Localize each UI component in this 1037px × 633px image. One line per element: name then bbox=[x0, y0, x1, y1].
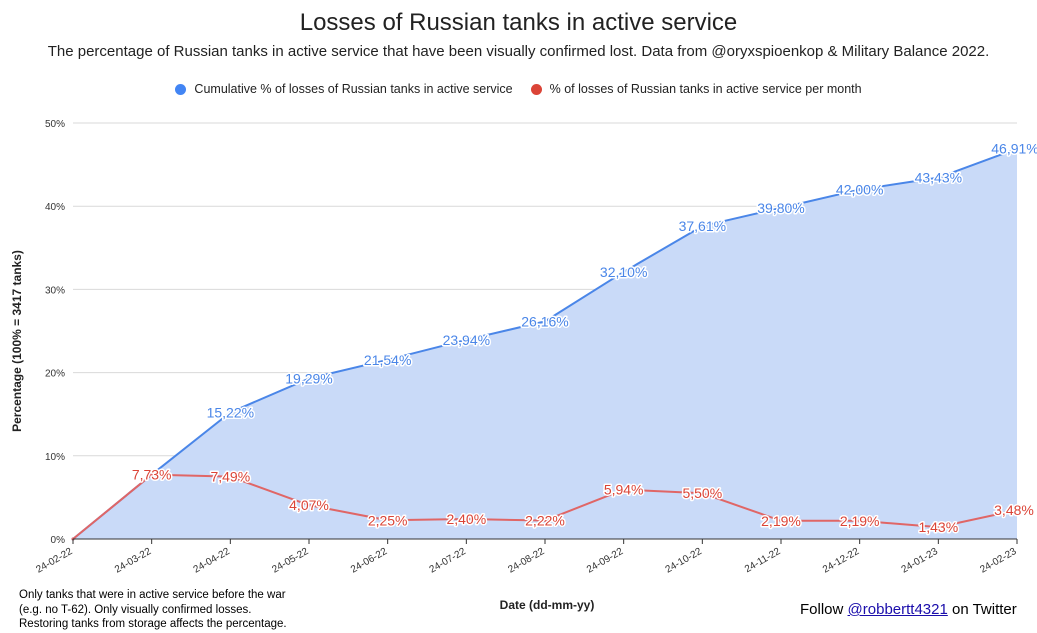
y-tick-label: 50% bbox=[45, 119, 65, 130]
cumulative-point bbox=[936, 176, 940, 180]
cumulative-area bbox=[73, 148, 1017, 539]
monthly-point bbox=[543, 519, 547, 523]
cumulative-data-label: 21,54% bbox=[364, 352, 411, 368]
footnote: Only tanks that were in active service b… bbox=[19, 588, 309, 632]
cumulative-data-label: 26,16% bbox=[521, 313, 568, 329]
cumulative-point bbox=[779, 206, 783, 210]
monthly-point bbox=[779, 519, 783, 523]
monthly-point bbox=[622, 488, 626, 492]
monthly-point bbox=[936, 525, 940, 529]
y-axis-title: Percentage (100% = 3417 tanks) bbox=[10, 250, 24, 432]
legend-marker-cumulative bbox=[175, 83, 187, 95]
cumulative-data-label: 19,29% bbox=[285, 371, 332, 387]
cumulative-point bbox=[543, 319, 547, 323]
y-tick-label: 0% bbox=[51, 535, 66, 546]
cumulative-point bbox=[700, 224, 704, 228]
x-tick-label: 24-07-22 bbox=[428, 546, 469, 576]
y-tick-label: 10% bbox=[45, 452, 65, 463]
x-axis-title: Date (dd-mm-yy) bbox=[500, 598, 595, 612]
chart-title: Losses of Russian tanks in active servic… bbox=[299, 9, 738, 36]
y-tick-label: 30% bbox=[45, 285, 65, 296]
monthly-point bbox=[700, 491, 704, 495]
x-tick-label: 24-10-22 bbox=[664, 546, 705, 576]
x-tick-label: 24-06-22 bbox=[349, 546, 390, 576]
monthly-data-label: 5,50% bbox=[682, 485, 722, 501]
follow-credit: Follow @robbertt4321 on Twitter bbox=[800, 601, 1017, 618]
monthly-data-label: 2,25% bbox=[368, 512, 408, 528]
monthly-data-label: 2,40% bbox=[446, 511, 486, 527]
cumulative-data-label: 43,43% bbox=[915, 170, 962, 186]
cumulative-point bbox=[386, 358, 390, 362]
x-tick-label: 24-02-23 bbox=[978, 546, 1019, 576]
monthly-point bbox=[228, 475, 232, 479]
x-tick-label: 24-01-23 bbox=[900, 546, 941, 576]
cumulative-point bbox=[1015, 147, 1019, 151]
monthly-data-label: 1,43% bbox=[918, 519, 958, 535]
follow-suffix: on Twitter bbox=[952, 601, 1017, 618]
monthly-point bbox=[386, 518, 390, 522]
legend-item-cumulative[interactable]: Cumulative % of losses of Russian tanks … bbox=[175, 82, 513, 96]
monthly-data-label: 7,73% bbox=[132, 467, 172, 483]
monthly-data-label: 3,48% bbox=[994, 502, 1034, 518]
x-tick-label: 24-04-22 bbox=[192, 546, 233, 576]
cumulative-point bbox=[228, 410, 232, 414]
legend-item-monthly[interactable]: % of losses of Russian tanks in active s… bbox=[530, 82, 862, 96]
legend-label-monthly: % of losses of Russian tanks in active s… bbox=[549, 82, 862, 96]
monthly-data-label: 2,19% bbox=[761, 513, 801, 529]
legend-marker-monthly bbox=[530, 83, 542, 95]
x-tick-label: 24-08-22 bbox=[506, 546, 547, 576]
x-tick-label: 24-02-22 bbox=[34, 546, 75, 576]
footnote-line-1: Only tanks that were in active service b… bbox=[19, 589, 286, 601]
cumulative-point bbox=[858, 188, 862, 192]
y-tick-label: 40% bbox=[45, 202, 65, 213]
cumulative-point bbox=[307, 377, 311, 381]
monthly-data-label: 2,22% bbox=[525, 513, 565, 529]
monthly-point bbox=[307, 503, 311, 507]
y-tick-label: 20% bbox=[45, 369, 65, 380]
x-tick-label: 24-05-22 bbox=[270, 546, 311, 576]
cumulative-data-label: 23,94% bbox=[443, 332, 490, 348]
x-tick-label: 24-09-22 bbox=[585, 546, 626, 576]
cumulative-point bbox=[622, 270, 626, 274]
cumulative-data-label: 42,00% bbox=[836, 182, 883, 198]
monthly-point bbox=[858, 519, 862, 523]
cumulative-data-label: 15,22% bbox=[207, 404, 254, 420]
footnote-line-2: (e.g. no T-62). Only visually confirmed … bbox=[19, 603, 252, 616]
monthly-point bbox=[1015, 508, 1019, 512]
x-tick-label: 24-03-22 bbox=[113, 546, 154, 576]
chart-subtitle: The percentage of Russian tanks in activ… bbox=[47, 43, 990, 60]
monthly-point bbox=[150, 473, 154, 477]
x-tick-label: 24-11-22 bbox=[743, 546, 783, 575]
monthly-data-label: 2,19% bbox=[840, 513, 880, 529]
cumulative-data-label: 46,91% bbox=[991, 141, 1037, 157]
cumulative-data-label: 32,10% bbox=[600, 264, 647, 280]
twitter-handle-link[interactable]: @robbertt4321 bbox=[847, 601, 948, 618]
monthly-data-label: 7,49% bbox=[210, 469, 250, 485]
chart-legend: Cumulative % of losses of Russian tanks … bbox=[0, 82, 1037, 96]
monthly-point bbox=[464, 517, 468, 521]
follow-prefix: Follow bbox=[800, 601, 844, 618]
cumulative-point bbox=[464, 338, 468, 342]
footnote-line-3: Restoring tanks from storage affects the… bbox=[19, 618, 287, 630]
monthly-data-label: 4,07% bbox=[289, 497, 329, 513]
monthly-data-label: 5,94% bbox=[604, 482, 644, 498]
cumulative-data-label: 37,61% bbox=[679, 218, 726, 234]
legend-label-cumulative: Cumulative % of losses of Russian tanks … bbox=[194, 82, 513, 96]
cumulative-data-label: 39,80% bbox=[757, 200, 804, 216]
x-tick-label: 24-12-22 bbox=[821, 546, 862, 576]
